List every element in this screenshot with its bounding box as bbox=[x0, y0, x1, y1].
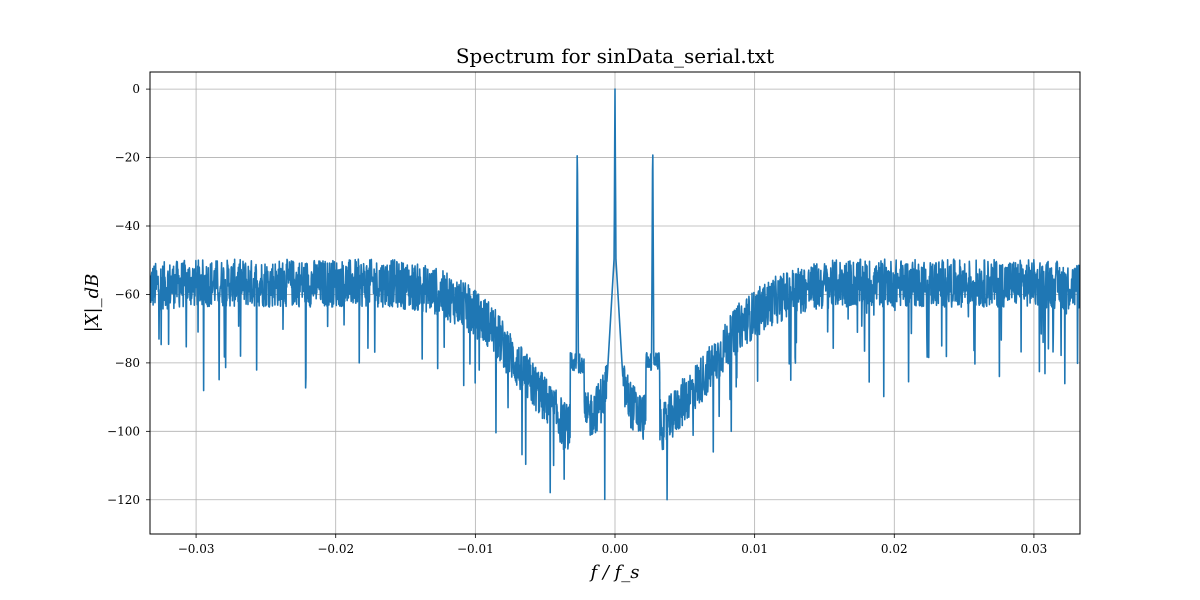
x-tick-label: 0.03 bbox=[1021, 542, 1048, 556]
y-axis-label: |X|_dB bbox=[82, 274, 103, 333]
chart-title: Spectrum for sinData_serial.txt bbox=[456, 44, 774, 68]
y-tick-label: −20 bbox=[115, 151, 140, 165]
x-tick-label: 0.00 bbox=[602, 542, 629, 556]
x-tick-label: −0.02 bbox=[317, 542, 354, 556]
y-tick-label: 0 bbox=[132, 82, 140, 96]
spectrum-series-line bbox=[150, 88, 1080, 501]
x-axis-label: f / f_s bbox=[588, 562, 639, 583]
y-tick-label: −100 bbox=[107, 424, 140, 438]
x-tick-label: −0.01 bbox=[457, 542, 494, 556]
y-tick-label: −60 bbox=[115, 287, 140, 301]
x-tick-label: 0.02 bbox=[881, 542, 908, 556]
y-tick-label: −40 bbox=[115, 219, 140, 233]
x-tick-label: 0.01 bbox=[741, 542, 768, 556]
tick-layer: −0.03 −0.02 −0.01 0.00 0.01 0.02 0.03 0 −20 −40 −6… bbox=[107, 82, 1047, 556]
x-tick-label: −0.03 bbox=[178, 542, 215, 556]
y-tick-label: −120 bbox=[107, 493, 140, 507]
y-tick-label: −80 bbox=[115, 356, 140, 370]
plot-clip bbox=[150, 88, 1080, 501]
